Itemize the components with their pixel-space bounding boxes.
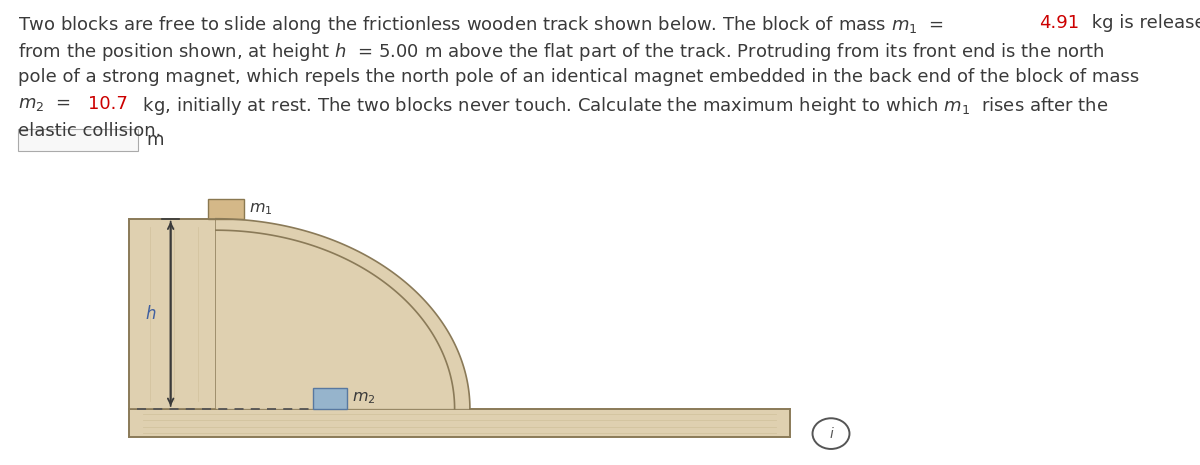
Polygon shape (128, 409, 790, 438)
Text: $m_2$  =: $m_2$ = (18, 95, 71, 113)
Text: m: m (146, 131, 164, 149)
Text: $h$: $h$ (145, 305, 157, 323)
Bar (128, 219, 216, 409)
Text: i: i (829, 426, 833, 441)
Text: 4.91: 4.91 (1039, 14, 1079, 32)
Text: kg, initially at rest. The two blocks never touch. Calculate the maximum height : kg, initially at rest. The two blocks ne… (137, 95, 1108, 117)
Bar (313, 388, 347, 409)
Text: elastic collision.: elastic collision. (18, 122, 161, 140)
Text: pole of a strong magnet, which repels the north pole of an identical magnet embe: pole of a strong magnet, which repels th… (18, 68, 1139, 86)
Text: $m_1$: $m_1$ (250, 201, 272, 217)
Text: $m_2$: $m_2$ (353, 391, 376, 406)
Text: kg is released: kg is released (1086, 14, 1200, 32)
Text: 10.7: 10.7 (88, 95, 127, 113)
Text: Two blocks are free to slide along the frictionless wooden track shown below. Th: Two blocks are free to slide along the f… (18, 14, 943, 36)
Bar (208, 199, 244, 219)
Bar (18, 129, 138, 151)
Text: from the position shown, at height $h$  = 5.00 m above the flat part of the trac: from the position shown, at height $h$ =… (18, 41, 1105, 63)
Polygon shape (216, 219, 470, 409)
